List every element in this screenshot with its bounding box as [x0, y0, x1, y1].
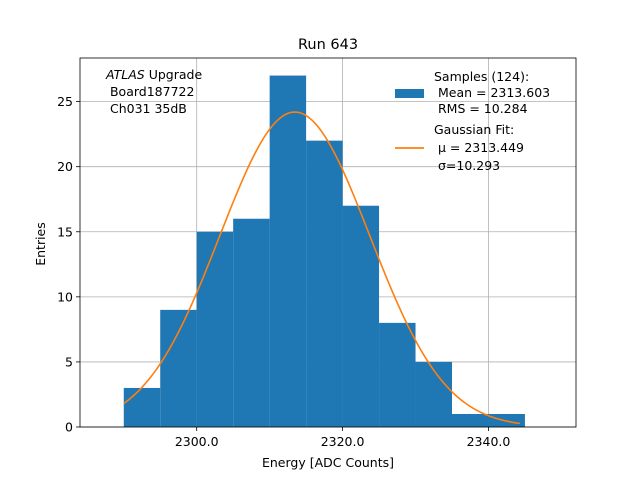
y-tick-label: 0	[65, 420, 73, 435]
y-tick-label: 15	[57, 224, 73, 239]
legend-mean-label: Mean = 2313.603	[434, 85, 550, 100]
histogram-bar	[306, 140, 343, 427]
histogram-bar	[123, 387, 161, 427]
tick-labels: 2300.0 2320.0 2340.0 0 5 10 15 20 25	[57, 94, 510, 449]
atlas-label: ATLAS	[105, 67, 145, 82]
x-tick-label: 2300.0	[175, 434, 219, 449]
histogram-bar	[196, 231, 234, 427]
legend-sigma-label: σ=10.293	[434, 158, 500, 173]
upgrade-label: Upgrade	[145, 67, 203, 82]
legend-samples-label: Samples (124):	[434, 69, 529, 84]
chart-title: Run 643	[298, 37, 358, 53]
legend-rms-label: RMS = 10.284	[434, 101, 528, 116]
legend: Samples (124): Mean = 2313.603 RMS = 10.…	[395, 69, 550, 173]
histogram-bar	[160, 309, 197, 427]
atlas-annotation-line3: Ch031 35dB	[106, 101, 187, 116]
y-tick-label: 5	[65, 354, 73, 369]
x-tick-label: 2320.0	[321, 434, 365, 449]
legend-gaussian-label: Gaussian Fit:	[434, 122, 514, 137]
histogram-bar	[415, 361, 452, 427]
histogram-bars	[123, 75, 525, 428]
y-tick-label: 20	[57, 159, 73, 174]
histogram-bar	[233, 218, 270, 427]
gaussian-fit	[123, 111, 520, 425]
y-axis-label: Entries	[33, 222, 48, 266]
histogram-bar	[342, 205, 380, 427]
x-tick-label: 2340.0	[467, 434, 511, 449]
y-tick-label: 10	[57, 289, 73, 304]
atlas-annotation: ATLAS Upgrade Board187722 Ch031 35dB	[105, 67, 202, 116]
fit-curve	[123, 111, 520, 425]
x-axis-label: Energy [ADC Counts]	[262, 455, 394, 470]
histogram-bar	[269, 75, 307, 428]
plot-frame	[79, 57, 577, 428]
histogram-bar	[379, 322, 416, 427]
legend-histogram-swatch	[395, 89, 424, 98]
legend-mu-label: μ = 2313.449	[434, 140, 524, 155]
histogram-bar	[452, 413, 489, 427]
axes	[76, 57, 577, 431]
y-tick-label: 25	[57, 94, 73, 109]
atlas-annotation-line1: ATLAS Upgrade	[105, 67, 202, 82]
atlas-annotation-line2: Board187722	[106, 84, 194, 99]
